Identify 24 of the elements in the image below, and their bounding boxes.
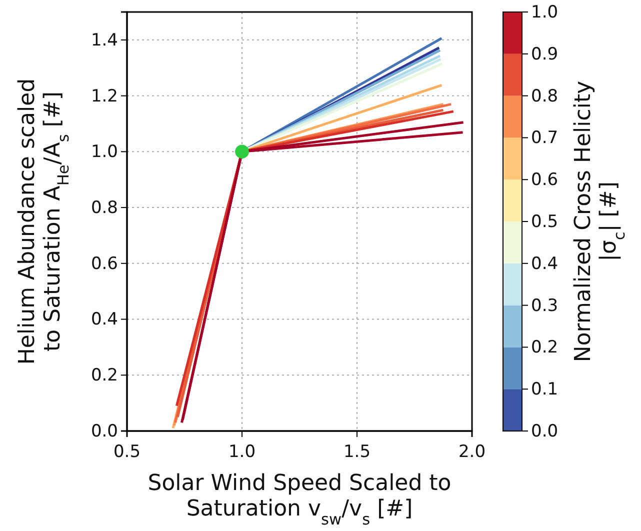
color-bar-label: 0.7 — [531, 128, 558, 148]
color-bar-label: 0.2 — [531, 338, 558, 358]
y-tick-label: 0.8 — [90, 198, 118, 218]
y-tick-label: 1.2 — [90, 86, 118, 106]
y-tick-label: 0.6 — [90, 254, 118, 274]
x-tick-label: 1.5 — [343, 442, 371, 462]
color-bar-label: 0.3 — [531, 296, 558, 316]
y-tick-label: 0.2 — [90, 366, 118, 386]
x-tick-label: 2.0 — [458, 442, 486, 462]
y-tick-label: 1.0 — [90, 142, 118, 162]
color-bar-label: 0.5 — [531, 212, 558, 232]
x-tick-label: 0.5 — [113, 442, 141, 462]
color-bar-label: 0.8 — [531, 86, 558, 106]
y-tick-label: 0.0 — [90, 421, 118, 442]
x-tick-label: 1.0 — [228, 442, 256, 462]
y-tick-label: 1.4 — [90, 30, 118, 50]
color-bar-label: 0.4 — [531, 254, 558, 274]
x-axis-title: Solar Wind Speed Scaled to Saturation v$_{sw}$/v$_{s}$ [#] — [148, 471, 452, 528]
color-bar-label: 0.6 — [531, 170, 558, 190]
y-tick-label: 0.4 — [90, 310, 118, 330]
color-bar-label: 0.0 — [531, 421, 558, 442]
color-bar-label: 1.0 — [531, 2, 558, 22]
color-bar-label: 0.9 — [531, 44, 558, 64]
color-bar-label: 0.1 — [531, 380, 558, 400]
